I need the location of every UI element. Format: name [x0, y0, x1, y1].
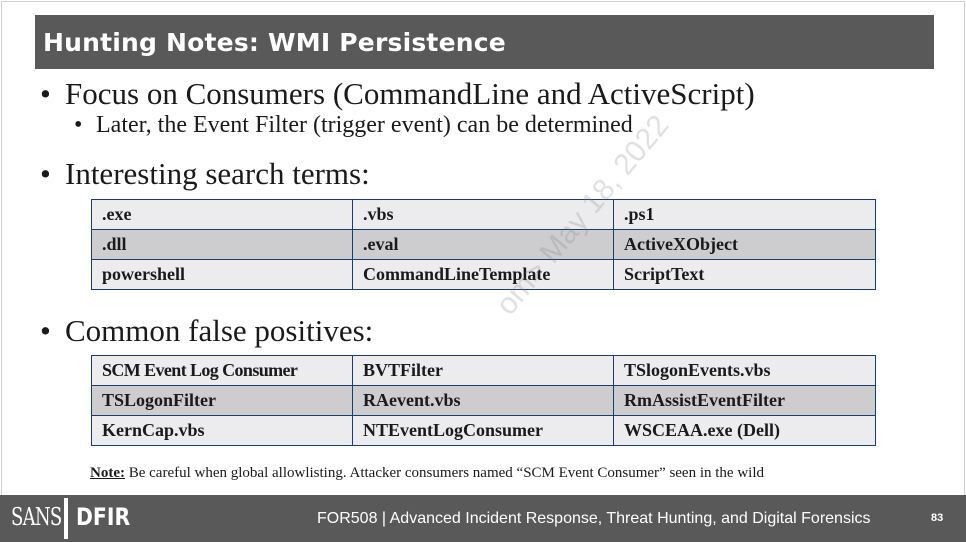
false-positives-table: SCM Event Log Consumer BVTFilter TSlogon… [91, 355, 876, 446]
bullet-text: Interesting search terms: [65, 156, 370, 191]
table-row: SCM Event Log Consumer BVTFilter TSlogon… [91, 355, 876, 386]
table-row: TSLogonFilter RAevent.vbs RmAssistEventF… [91, 385, 876, 416]
bullet-consumers: • Focus on Consumers (CommandLine and Act… [40, 76, 755, 112]
note-body: Be careful when global allowlisting. Att… [124, 465, 765, 481]
note-label: Note: [90, 465, 125, 481]
table-cell: NTEventLogConsumer [352, 415, 614, 446]
table-cell: RAevent.vbs [352, 385, 614, 416]
bullet-dot: • [40, 313, 51, 348]
sans-logo: SANS [11, 503, 62, 531]
logo-divider [64, 498, 68, 539]
table-cell: RmAssistEventFilter [613, 385, 876, 416]
table-cell: .exe [91, 199, 353, 230]
dfir-logo: DFIR [76, 503, 131, 531]
table-cell: .ps1 [613, 199, 876, 230]
bullet-text: Later, the Event Filter (trigger event) … [96, 112, 633, 138]
slide-title: Hunting Notes: WMI Persistence [35, 15, 934, 69]
table-cell: powershell [91, 259, 353, 290]
table-cell: ActiveXObject [613, 229, 876, 260]
sub-bullet-event-filter: • Later, the Event Filter (trigger event)… [74, 112, 633, 139]
table-cell: BVTFilter [352, 355, 614, 386]
table-cell: ScriptText [613, 259, 876, 290]
table-cell: .dll [91, 229, 353, 260]
bullet-dot: • [40, 76, 51, 111]
note-text: Note: Be careful when global allowlistin… [90, 465, 764, 482]
page-number: 83 [931, 512, 944, 524]
bullet-text: Common false positives: [65, 313, 374, 348]
table-cell: WSCEAA.exe (Dell) [613, 415, 876, 446]
bullet-dot: • [74, 112, 83, 138]
slide-footer: SANS DFIR FOR508 | Advanced Incident Res… [0, 495, 966, 542]
table-cell: TSLogonFilter [91, 385, 353, 416]
table-row: .dll .eval ActiveXObject [91, 229, 876, 260]
search-terms-table: .exe .vbs .ps1 .dll .eval ActiveXObject … [91, 199, 876, 290]
table-row: powershell CommandLineTemplate ScriptTex… [91, 259, 876, 290]
table-cell: SCM Event Log Consumer [91, 355, 353, 386]
table-cell: CommandLineTemplate [352, 259, 614, 290]
table-row: .exe .vbs .ps1 [91, 199, 876, 230]
course-title: FOR508 | Advanced Incident Response, Thr… [317, 510, 871, 527]
bullet-text: Focus on Consumers (CommandLine and Acti… [65, 76, 755, 111]
bullet-false-positives: • Common false positives: [40, 313, 373, 349]
table-cell: TSlogonEvents.vbs [613, 355, 876, 386]
table-cell: .eval [352, 229, 614, 260]
table-cell: KernCap.vbs [91, 415, 353, 446]
table-row: KernCap.vbs NTEventLogConsumer WSCEAA.ex… [91, 415, 876, 446]
bullet-dot: • [40, 156, 51, 191]
bullet-search-terms: • Interesting search terms: [40, 156, 370, 192]
